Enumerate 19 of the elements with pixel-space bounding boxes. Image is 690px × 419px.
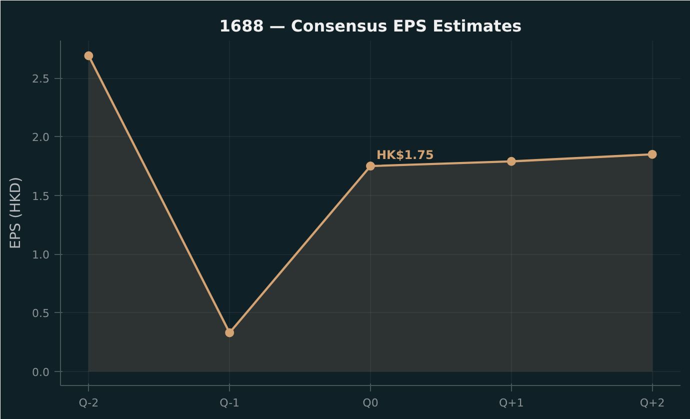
x-tick-label: Q-2: [78, 396, 99, 410]
x-tick-label: Q-1: [220, 396, 240, 410]
point: [225, 328, 234, 338]
x-tick-label: Q+1: [498, 396, 524, 410]
x-tick-label: Q0: [362, 396, 378, 410]
y-tick-label: 2.5: [32, 72, 50, 86]
x-tick-label: Q+2: [640, 396, 665, 410]
point: [648, 150, 657, 159]
y-tick-label: 1.0: [32, 248, 50, 262]
y-axis-title: EPS (HKD): [8, 176, 24, 250]
y-tick-label: 0.5: [32, 307, 50, 320]
point: [506, 156, 516, 166]
annotation: HK$1.75: [376, 148, 434, 162]
point: [84, 51, 94, 60]
chart-title: 1688 — Consensus EPS Estimates: [219, 16, 522, 36]
y-tick-label: 2.0: [32, 131, 50, 144]
y-tick-label: 1.5: [32, 190, 50, 203]
point: [366, 162, 375, 171]
y-tick-label: 0.0: [32, 366, 50, 379]
